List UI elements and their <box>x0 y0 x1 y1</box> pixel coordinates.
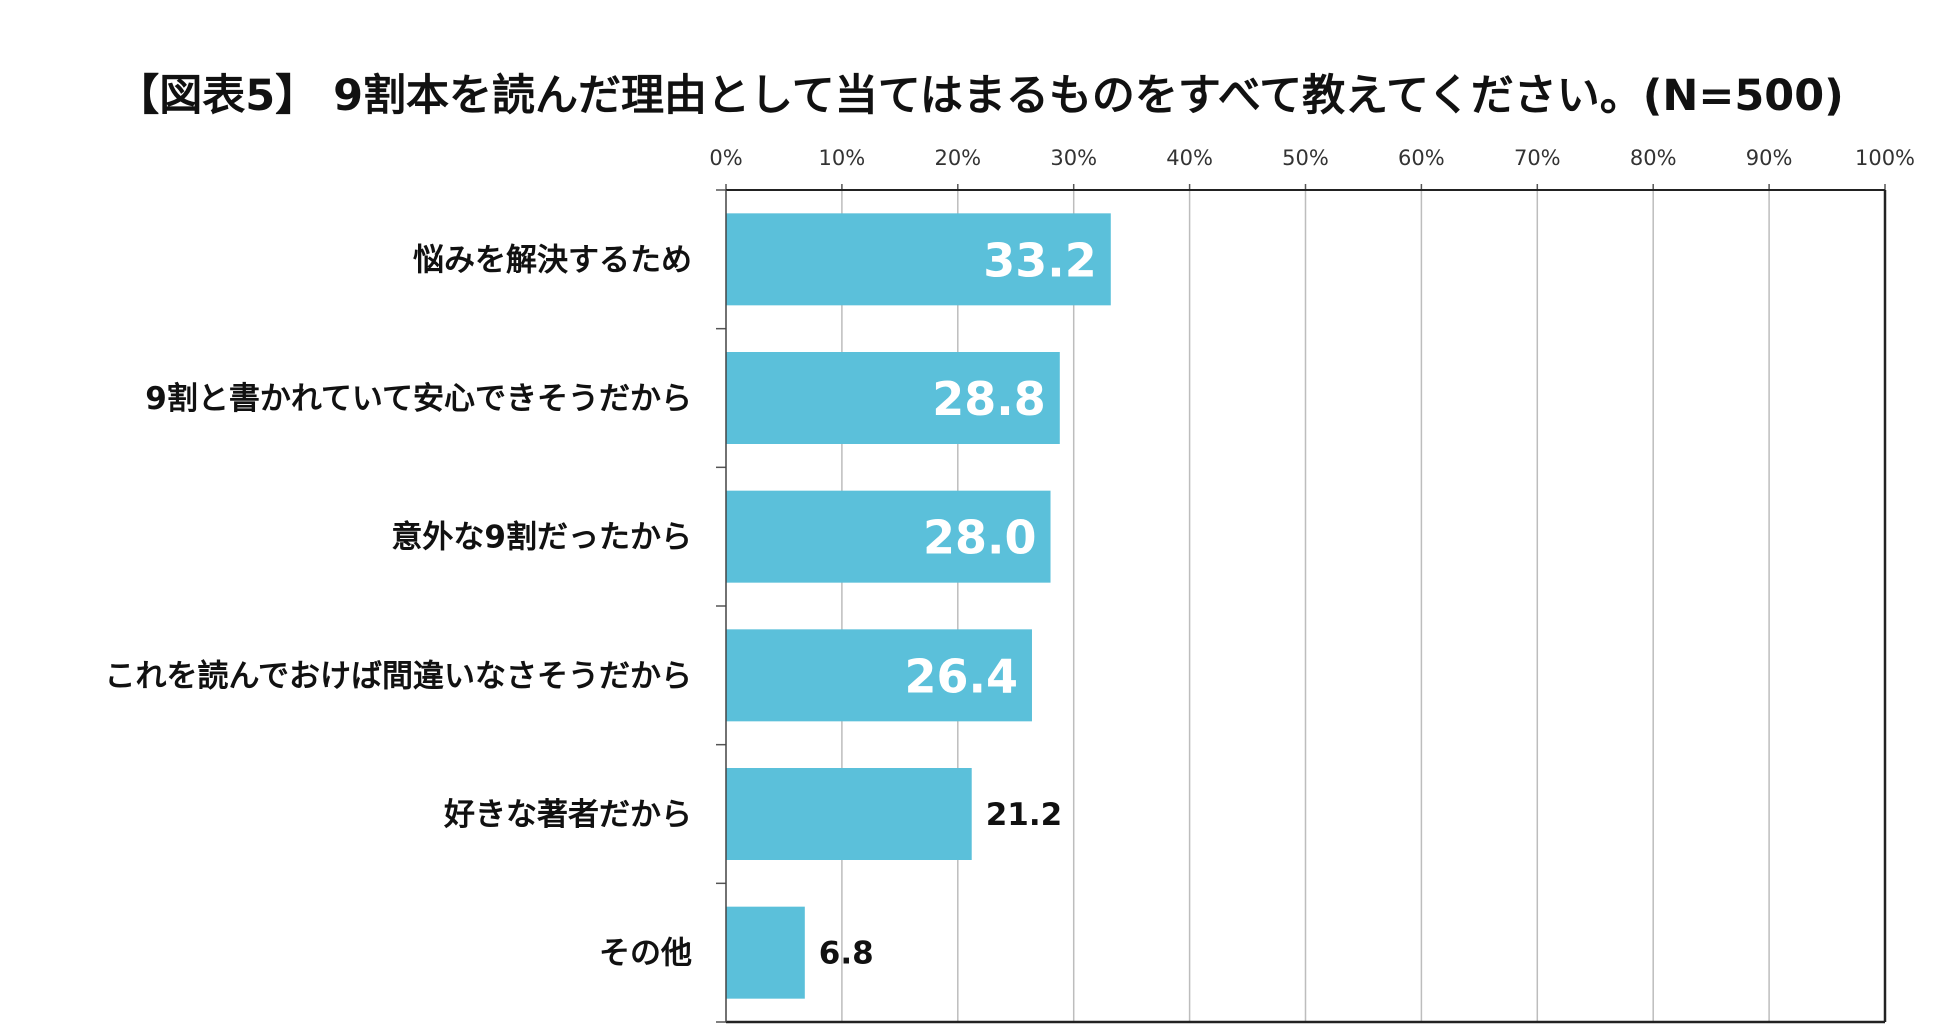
bar <box>726 490 1051 583</box>
category-label: 意外な9割だったから <box>391 520 692 556</box>
category-label: 悩みを解決するため <box>413 242 692 278</box>
x-tick-label: 60% <box>1398 146 1445 170</box>
category-label: その他 <box>599 936 692 972</box>
bar <box>726 629 1032 722</box>
x-tick-label: 20% <box>934 146 981 170</box>
x-tick-label: 30% <box>1050 146 1097 170</box>
bar <box>726 213 1111 306</box>
x-tick-label: 50% <box>1282 146 1329 170</box>
data-label: 33.2 <box>983 233 1097 287</box>
bar <box>726 352 1060 444</box>
data-label: 6.8 <box>819 936 874 972</box>
category-label: これを読んでおけば間違いなさそうだから <box>105 658 692 694</box>
x-axis-ticks: 0% 10% 20% 30% 40% 50% 60% 70% 80% 90% 100% <box>709 146 1915 1023</box>
bars <box>726 213 1111 999</box>
x-tick-label: 90% <box>1746 146 1793 170</box>
x-tick-label: 10% <box>819 146 866 170</box>
data-label: 21.2 <box>986 797 1063 833</box>
x-tick-label: 80% <box>1630 146 1677 170</box>
data-label: 26.4 <box>904 649 1018 703</box>
x-tick-label: 0% <box>709 146 742 170</box>
plot-frame <box>725 189 1887 1024</box>
x-tick-label: 40% <box>1166 146 1213 170</box>
data-label: 28.8 <box>932 372 1046 426</box>
bar <box>726 768 972 860</box>
grid <box>841 190 1770 1022</box>
x-tick-label: 100% <box>1855 146 1915 170</box>
category-label: 9割と書かれていて安心できそうだから <box>145 381 692 417</box>
category-label: 好きな著者だから <box>443 797 692 833</box>
category-labels: 悩みを解決するため 9割と書かれていて安心できそうだから意外な9割だったからこれを… <box>105 242 692 971</box>
value-labels: 33.2 28.8 28.0 26.4 21.2 6.8 <box>819 233 1097 971</box>
data-label: 28.0 <box>923 511 1037 565</box>
bar <box>726 906 805 999</box>
chart-title: 【図表5】 9割本を読んだ理由として当てはまるものをすべて教えてください。(N=… <box>116 71 1844 121</box>
x-tick-label: 70% <box>1514 146 1561 170</box>
